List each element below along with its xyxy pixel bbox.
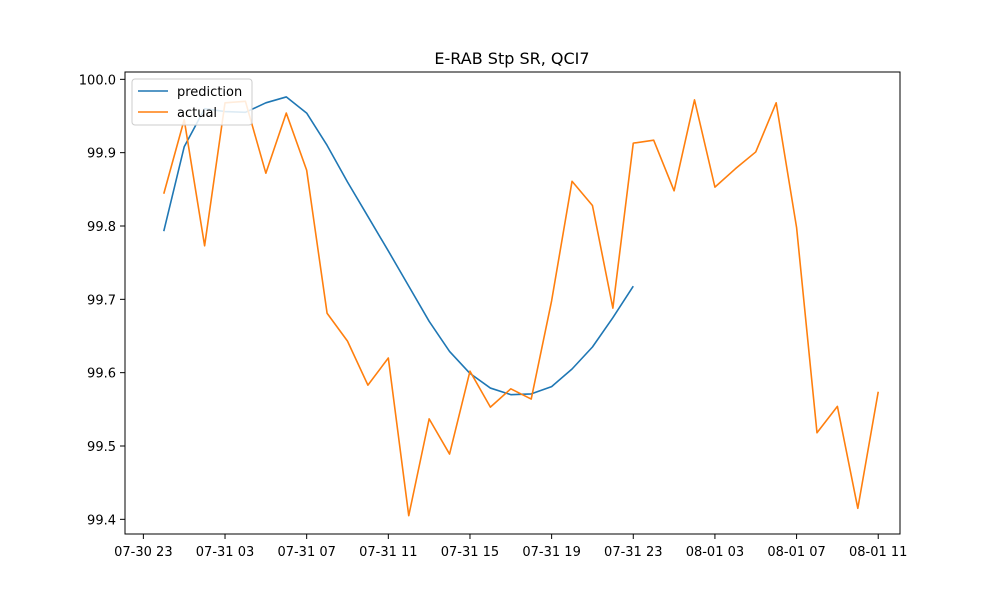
x-tick-label: 07-30 23 [114,545,172,560]
x-tick-label: 08-01 11 [849,545,907,560]
y-axis: 99.4 99.5 99.6 99.7 99.8 99.9 100.0 [79,73,125,528]
plot-frame [124,71,901,535]
legend-label-actual: actual [177,106,217,121]
legend: prediction actual [131,78,253,126]
y-tick-label: 99.5 [87,440,116,455]
y-tick-label: 99.4 [87,513,116,528]
x-tick-label: 07-31 15 [441,545,499,560]
x-tick-label: 08-01 03 [686,545,744,560]
y-tick-label: 99.9 [87,147,116,162]
x-tick-label: 07-31 07 [277,545,335,560]
series-line-actual [163,99,880,517]
y-tick-label: 99.8 [87,220,116,235]
y-tick-label: 99.7 [87,293,116,308]
x-axis: 07-30 23 07-31 03 07-31 07 07-31 11 07-31 15… [114,534,907,560]
x-tick-label: 07-31 19 [522,545,580,560]
x-tick-label: 08-01 07 [767,545,825,560]
x-tick-label: 07-31 11 [359,545,417,560]
plot-area [125,72,900,534]
x-tick-label: 07-31 03 [196,545,254,560]
legend-label-prediction: prediction [177,85,242,100]
y-tick-label: 100.0 [79,73,116,88]
chart-title: E-RAB Stp SR, QCI7 [434,49,589,68]
x-tick-label: 07-31 23 [604,545,662,560]
y-tick-label: 99.6 [87,367,116,382]
